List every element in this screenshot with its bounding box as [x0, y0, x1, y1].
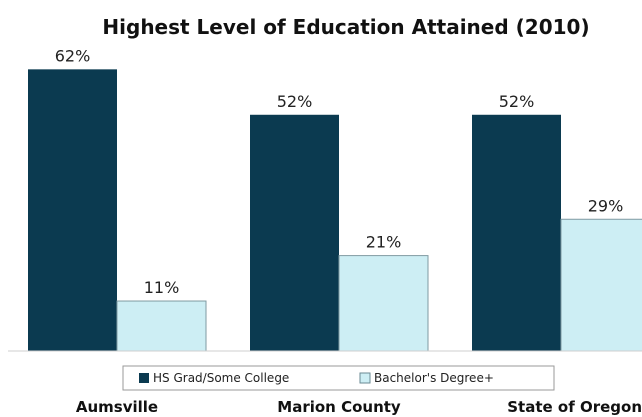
- bar-state-of-oregon-bachelor-s-degree: [560, 218, 642, 352]
- legend-label-hs-grad: HS Grad/Some College: [153, 371, 289, 385]
- bar-state-of-oregon-hs-grad-some-college: [472, 114, 561, 352]
- bar-marion-county-bachelor-s-degree: [338, 255, 429, 352]
- value-label-aumsville-bachelor-s-degree: 11%: [144, 278, 180, 297]
- bar-aumsville-hs-grad-some-college: [28, 69, 117, 351]
- category-label-marion-county: Marion County: [277, 398, 401, 416]
- value-label-marion-county-hs-grad-some-college: 52%: [277, 92, 313, 111]
- value-label-state-of-oregon-bachelor-s-degree: 29%: [588, 196, 624, 215]
- bar-area: 62% 11% 52% 21% 52% 29%: [28, 46, 642, 352]
- chart-title: Highest Level of Education Attained (201…: [102, 15, 589, 39]
- legend-swatch-bachelors: [359, 372, 371, 384]
- value-label-state-of-oregon-hs-grad-some-college: 52%: [499, 92, 535, 111]
- legend: HS Grad/Some College Bachelor's Degree+: [122, 365, 555, 391]
- legend-frame: [122, 365, 555, 391]
- value-label-aumsville-hs-grad-some-college: 62%: [55, 46, 91, 65]
- value-label-marion-county-bachelor-s-degree: 21%: [366, 233, 402, 252]
- bar-aumsville-bachelor-s-degree: [116, 300, 207, 352]
- legend-swatch-hs-grad: [139, 373, 149, 383]
- legend-label-bachelors: Bachelor's Degree+: [374, 371, 494, 385]
- category-label-state-of-oregon: State of Oregon: [507, 398, 642, 416]
- category-labels: Aumsville Marion County State of Oregon: [76, 398, 642, 416]
- category-label-aumsville: Aumsville: [76, 398, 158, 416]
- bar-marion-county-hs-grad-some-college: [250, 114, 339, 352]
